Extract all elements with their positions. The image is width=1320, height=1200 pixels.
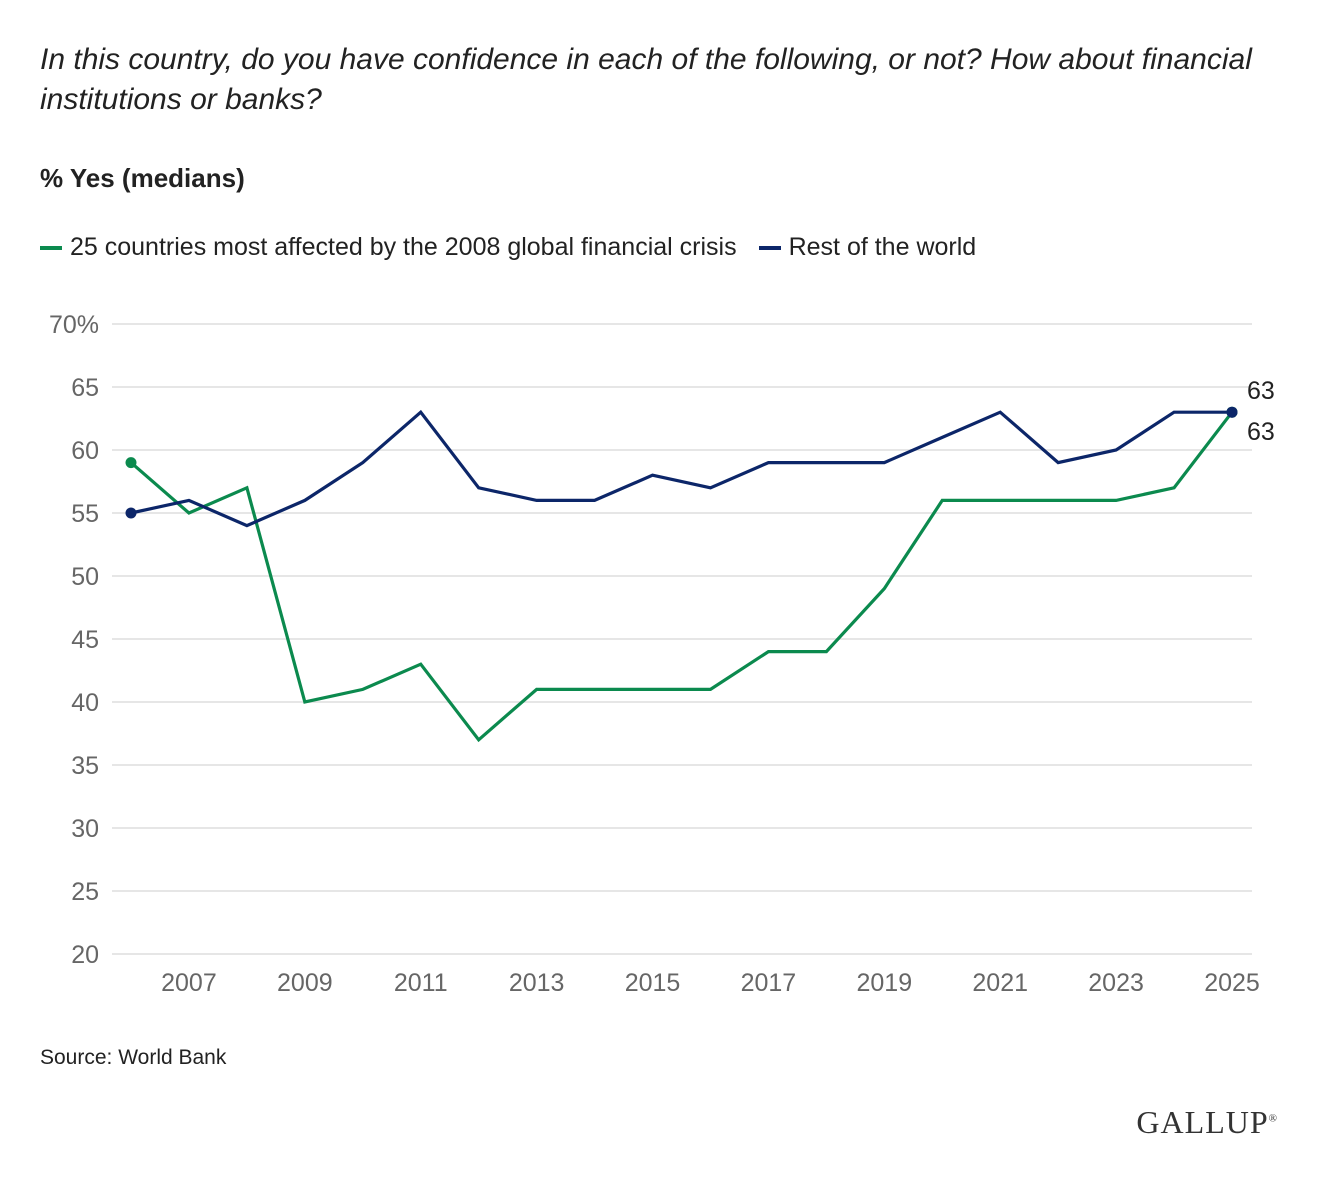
legend-swatch-green bbox=[40, 245, 62, 250]
y-tick-label: 65 bbox=[71, 374, 99, 402]
legend-item-rest: Rest of the world bbox=[758, 233, 977, 262]
chart-subtitle: % Yes (medians) bbox=[40, 163, 245, 193]
source-note: Source: World Bank bbox=[40, 1046, 227, 1069]
y-tick-label: 20 bbox=[71, 941, 99, 969]
x-tick-label: 2023 bbox=[1088, 969, 1144, 997]
series-line-0 bbox=[129, 411, 1234, 743]
series-end-point bbox=[1226, 406, 1238, 418]
series-line-1 bbox=[130, 409, 1232, 528]
y-tick-label: 45 bbox=[71, 626, 99, 654]
y-tick-label: 60 bbox=[71, 437, 99, 465]
x-tick-label: 2013 bbox=[509, 969, 565, 997]
x-tick-label: 2015 bbox=[625, 969, 681, 997]
legend-item-affected: 25 countries most affected by the 2008 g… bbox=[40, 233, 737, 262]
x-tick-label: 2021 bbox=[972, 969, 1028, 997]
legend-swatch-navy bbox=[758, 245, 781, 250]
x-tick-label: 2009 bbox=[277, 969, 333, 997]
y-tick-label: 35 bbox=[71, 752, 99, 780]
y-tick-label: 55 bbox=[71, 500, 99, 528]
end-label-rest: 63 bbox=[1247, 377, 1275, 405]
y-tick-label: 25 bbox=[71, 878, 99, 906]
x-tick-label: 2017 bbox=[741, 969, 797, 997]
x-tick-label: 2019 bbox=[857, 969, 913, 997]
y-tick-label: 70% bbox=[49, 311, 99, 339]
series-start-point bbox=[125, 457, 137, 469]
legend-label: 25 countries most affected by the 2008 g… bbox=[70, 233, 737, 261]
series-start-point bbox=[125, 507, 137, 519]
legend-label: Rest of the world bbox=[788, 233, 977, 261]
chart-question: In this country, do you have confidence … bbox=[40, 43, 1252, 116]
x-tick-label: 2025 bbox=[1204, 969, 1260, 997]
x-tick-label: 2007 bbox=[161, 969, 217, 997]
legend: 25 countries most affected by the 2008 g… bbox=[40, 233, 976, 262]
x-tick-label: 2011 bbox=[394, 969, 448, 997]
y-tick-label: 40 bbox=[71, 689, 99, 717]
y-tick-label: 50 bbox=[71, 563, 99, 591]
gallup-logo: GALLUP® bbox=[1136, 1104, 1278, 1140]
end-label-affected: 63 bbox=[1247, 418, 1275, 446]
y-tick-label: 30 bbox=[71, 815, 99, 843]
